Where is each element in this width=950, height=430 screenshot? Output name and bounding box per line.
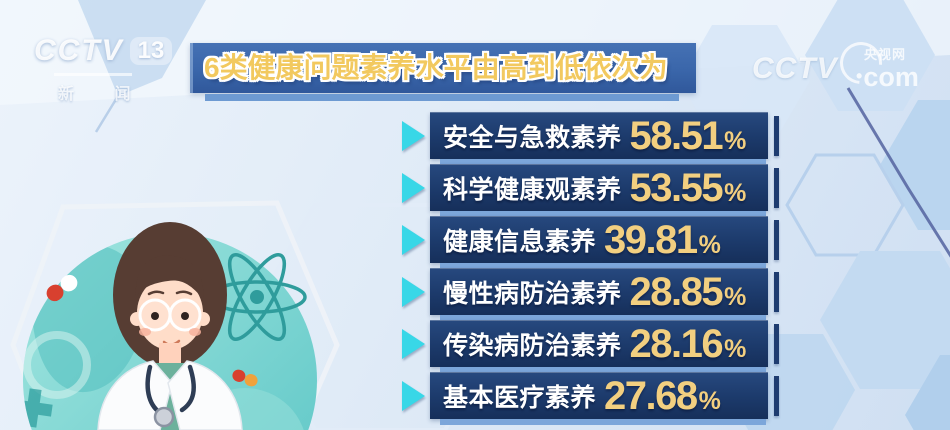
hexagon: [680, 25, 810, 137]
row-value: 58.51: [629, 113, 724, 158]
coat-right: [167, 360, 243, 430]
literacy-row: 安全与急救素养 58.51 %: [402, 112, 779, 165]
arrow-right-icon: [402, 276, 425, 307]
stat-bar: 安全与急救素养 58.51 %: [430, 112, 768, 165]
channel-name-text: 新 闻: [58, 86, 149, 103]
row-value: 39.81: [604, 217, 698, 262]
bar-end-accent: [774, 375, 779, 416]
top-left-trapezoid: [78, 0, 206, 96]
literacy-row: 传染病防治素养 28.16 %: [402, 320, 779, 373]
literacy-row: 基本医疗素养 27.68 %: [402, 372, 779, 425]
coat-left: [97, 360, 173, 430]
cctv13-logo-row: CCTV 13: [34, 34, 173, 68]
hair-bangs: [135, 255, 204, 299]
row-label: 安全与急救素养: [443, 123, 622, 152]
eye: [181, 312, 189, 320]
row-value: 28.85: [629, 269, 724, 314]
capsule-pill-small-icon: [232, 369, 258, 387]
blush: [189, 328, 201, 336]
doctor-illustration: [10, 200, 340, 430]
row-label: 慢性病防治素养: [443, 279, 622, 308]
row-label: 基本医疗素养: [443, 383, 597, 412]
bar-end-accent: [774, 115, 779, 156]
logo-divider-line: [54, 73, 132, 76]
stat-bar: 基本医疗素养 27.68 %: [430, 372, 768, 425]
literacy-row: 健康信息素养 39.81 %: [402, 216, 779, 269]
row-label: 传染病防治素养: [443, 331, 622, 360]
row-unit: %: [724, 334, 747, 363]
row-number-group: 28.16 %: [630, 324, 747, 364]
arrow-right-icon: [402, 172, 425, 203]
bar-end-accent: [774, 271, 779, 312]
arrow-right-icon: [402, 120, 425, 151]
ring-accent: [23, 331, 91, 399]
watermark-brand-text: CCTV: [752, 52, 838, 85]
row-number-group: 27.68 %: [604, 376, 721, 416]
arrow-right-icon: [402, 224, 425, 255]
bar-end-accent: [774, 219, 779, 260]
watermark-domain-text: com: [856, 62, 919, 93]
row-value: 53.55: [629, 165, 724, 210]
top-left-line: [94, 95, 120, 133]
eyebrow: [175, 290, 193, 296]
literacy-row: 慢性病防治素养 28.85 %: [402, 268, 779, 321]
row-unit: %: [724, 126, 747, 155]
stethoscope-tube: [179, 364, 196, 413]
row-label: 健康信息素养: [443, 227, 597, 256]
channel-number-badge: 13: [129, 37, 173, 65]
row-number-group: 39.81 %: [604, 220, 721, 260]
stat-bar: 传染病防治素养 28.16 %: [430, 320, 768, 373]
stethoscope-chestpiece: [153, 406, 175, 428]
row-value: 27.68: [604, 373, 698, 418]
literacy-rows: 安全与急救素养 58.51 % 科学健康观素养 53.55 % 健康信息素养 3…: [402, 112, 779, 425]
bar-end-accent: [774, 323, 779, 364]
cctv-brand-text: CCTV: [34, 34, 124, 67]
blush: [139, 328, 151, 336]
row-value: 28.16: [629, 321, 724, 366]
title-banner: 6类健康问题素养水平由高到低依次为: [190, 43, 696, 101]
hexagon: [905, 355, 950, 430]
watermark-site-text: 央视网: [864, 47, 907, 62]
row-unit: %: [698, 386, 721, 415]
hexagon: [820, 251, 950, 389]
eye: [151, 312, 159, 320]
hexagon-outline: [10, 200, 340, 430]
navy-accent-line: [846, 87, 950, 258]
capsule-pill-icon: [46, 274, 78, 302]
row-number-group: 58.51 %: [630, 116, 747, 156]
arrow-right-icon: [402, 380, 425, 411]
hexagon: [880, 100, 950, 230]
row-number-group: 28.85 %: [630, 272, 747, 312]
row-unit: %: [724, 282, 747, 311]
arrow-right-icon: [402, 328, 425, 359]
stat-bar: 健康信息素养 39.81 %: [430, 216, 768, 269]
literacy-row: 科学健康观素养 53.55 %: [402, 164, 779, 217]
page-title: 6类健康问题素养水平由高到低依次为: [204, 52, 668, 83]
bar-end-accent: [774, 167, 779, 208]
stat-bar: 慢性病防治素养 28.85 %: [430, 268, 768, 321]
row-unit: %: [698, 230, 721, 259]
neck: [159, 343, 181, 367]
cctv-com-watermark: CCTV 央视网 com: [752, 33, 942, 102]
row-unit: %: [724, 178, 747, 207]
stat-bar: 科学健康观素养 53.55 %: [430, 164, 768, 217]
cctv13-logo: CCTV 13 新 闻: [34, 34, 173, 104]
eyebrow: [147, 290, 165, 296]
doctor-figure: [97, 222, 243, 430]
row-number-group: 53.55 %: [630, 168, 747, 208]
row-label: 科学健康观素养: [443, 175, 622, 204]
